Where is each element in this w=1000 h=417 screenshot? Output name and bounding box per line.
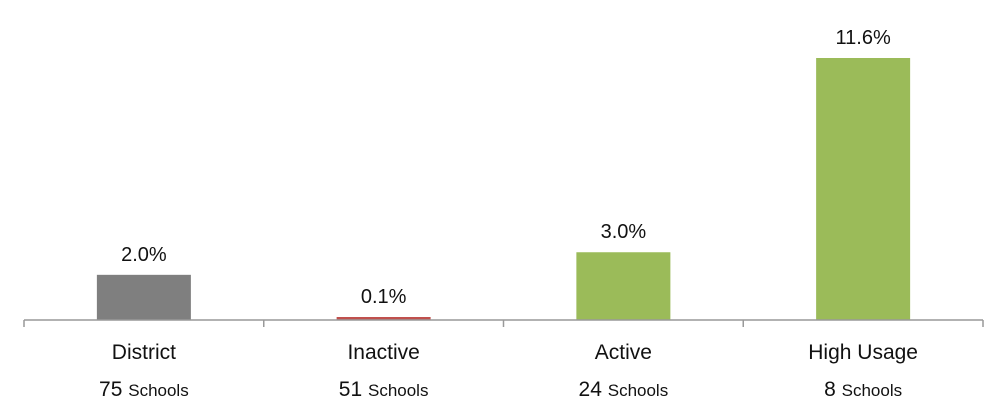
bar-district — [96, 274, 191, 320]
school-count-label: 24 Schools — [579, 378, 669, 401]
school-count-word: Schools — [608, 381, 668, 400]
bar-active — [576, 252, 671, 320]
bars-group — [96, 58, 911, 320]
bar-high-usage — [816, 58, 911, 320]
bar-inactive — [336, 317, 431, 320]
data-label: 2.0% — [121, 244, 167, 266]
category-label: Inactive — [347, 341, 419, 364]
school-count-label: 8 Schools — [824, 378, 902, 401]
data-label: 3.0% — [601, 221, 647, 243]
school-count-label: 51 Schools — [339, 378, 429, 401]
data-label: 0.1% — [361, 286, 407, 308]
category-label: District — [112, 341, 176, 364]
school-count-label: 75 Schools — [99, 378, 189, 401]
school-count-number: 24 — [579, 378, 608, 401]
school-count-number: 51 — [339, 378, 368, 401]
school-count-word: Schools — [368, 381, 428, 400]
school-count-number: 8 — [824, 378, 842, 401]
school-count-word: Schools — [842, 381, 902, 400]
school-count-number: 75 — [99, 378, 128, 401]
category-label: Active — [595, 341, 652, 364]
data-label: 11.6% — [836, 27, 891, 49]
school-count-word: Schools — [128, 381, 188, 400]
x-axis — [23, 319, 984, 327]
category-label: High Usage — [808, 341, 918, 364]
labels-group: 2.0% District 75 Schools 0.1% Inactive 51 Sch… — [99, 27, 918, 401]
